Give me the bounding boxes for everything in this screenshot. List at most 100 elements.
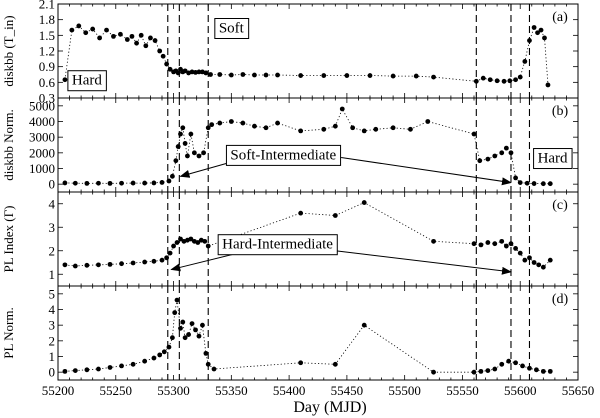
y-tick-label: 1.5 bbox=[39, 28, 55, 43]
panel-frame bbox=[57, 3, 579, 99]
data-point bbox=[367, 73, 373, 78]
data-point bbox=[143, 43, 149, 49]
data-point bbox=[538, 27, 544, 33]
data-point bbox=[189, 321, 195, 326]
data-point bbox=[186, 332, 191, 337]
data-point bbox=[321, 73, 327, 78]
state-label: Hard bbox=[72, 73, 102, 89]
state-label-box bbox=[217, 234, 338, 256]
state-label: Soft bbox=[219, 21, 245, 37]
panel-tag: (c) bbox=[552, 198, 568, 213]
state-label-box bbox=[225, 144, 342, 166]
data-point bbox=[142, 180, 148, 186]
data-point bbox=[471, 369, 477, 375]
data-point bbox=[180, 125, 186, 131]
data-point bbox=[97, 35, 102, 41]
data-point bbox=[62, 262, 68, 268]
data-point bbox=[501, 78, 507, 84]
data-point bbox=[130, 260, 136, 266]
data-point bbox=[205, 243, 211, 249]
data-point bbox=[228, 72, 234, 78]
data-point bbox=[503, 243, 509, 249]
annotation-arrow bbox=[335, 250, 512, 275]
data-point bbox=[390, 125, 396, 131]
data-point bbox=[174, 297, 180, 303]
data-point bbox=[522, 257, 528, 263]
data-point bbox=[69, 27, 75, 33]
x-tick-label: 55600 bbox=[504, 383, 537, 398]
data-point bbox=[263, 72, 269, 78]
y-tick-label: 0.3 bbox=[39, 91, 55, 106]
data-point bbox=[471, 131, 477, 137]
data-point bbox=[477, 158, 483, 164]
data-point bbox=[536, 262, 542, 268]
data-point bbox=[540, 368, 546, 374]
data-point bbox=[531, 25, 537, 30]
data-point bbox=[84, 180, 90, 186]
data-point bbox=[134, 40, 139, 46]
data-point bbox=[540, 264, 546, 270]
data-point bbox=[298, 128, 304, 134]
data-point bbox=[72, 180, 78, 186]
data-point bbox=[298, 360, 304, 366]
data-point bbox=[513, 246, 518, 251]
data-point bbox=[159, 257, 165, 263]
data-point bbox=[175, 70, 181, 76]
data-point bbox=[167, 66, 173, 72]
y-tick-label: 1000 bbox=[29, 161, 55, 176]
y-tick-label: 2 bbox=[49, 333, 56, 348]
data-point bbox=[152, 38, 158, 43]
data-point bbox=[167, 250, 173, 256]
data-point bbox=[188, 236, 194, 242]
data-point bbox=[119, 180, 124, 186]
y-tick-label: 1 bbox=[49, 349, 56, 364]
panel-3: 1 2 3 4 PL Index (Γ) (c) Hard-Intermediate bbox=[1, 191, 579, 287]
data-point bbox=[76, 23, 82, 29]
data-point bbox=[142, 259, 148, 265]
data-point bbox=[485, 368, 491, 373]
data-point bbox=[547, 181, 553, 187]
data-point bbox=[62, 180, 68, 186]
data-point bbox=[178, 131, 183, 137]
y-axis-title: diskbb Norm. bbox=[1, 109, 16, 181]
data-point bbox=[298, 210, 304, 216]
data-point bbox=[208, 72, 213, 77]
data-point bbox=[205, 125, 211, 131]
data-point bbox=[104, 27, 109, 33]
y-tick-label: 0.9 bbox=[39, 59, 55, 74]
data-point bbox=[361, 200, 367, 205]
x-tick-label: 55350 bbox=[215, 383, 248, 398]
state-label-box bbox=[214, 18, 250, 39]
data-point bbox=[171, 243, 176, 249]
data-point bbox=[166, 178, 172, 184]
panel-tag: (d) bbox=[552, 292, 569, 307]
data-point bbox=[157, 48, 163, 54]
data-point bbox=[166, 344, 172, 350]
data-point bbox=[425, 119, 431, 124]
y-tick-label: 4000 bbox=[29, 114, 55, 129]
data-point bbox=[172, 310, 178, 316]
data-point bbox=[534, 367, 539, 373]
data-point bbox=[373, 126, 379, 132]
data-point bbox=[151, 180, 157, 186]
data-point bbox=[332, 123, 338, 129]
x-tick-label: 55450 bbox=[331, 383, 364, 398]
data-point bbox=[240, 120, 246, 126]
data-point bbox=[130, 180, 136, 186]
data-point bbox=[473, 78, 479, 84]
y-tick-label: 5 bbox=[49, 286, 56, 301]
data-point bbox=[107, 180, 113, 186]
plots: 0.30.60.91.21.51.82.1 diskbb (T_in) (a) Har… bbox=[1, 0, 594, 398]
y-tick-label: 2 bbox=[49, 243, 56, 258]
data-point bbox=[217, 120, 223, 126]
data-point bbox=[90, 26, 96, 32]
data-point bbox=[485, 240, 491, 245]
data-point bbox=[188, 131, 194, 137]
data-point bbox=[527, 365, 532, 371]
data-point bbox=[527, 255, 532, 261]
data-point bbox=[191, 150, 197, 156]
data-point bbox=[228, 119, 234, 124]
data-point bbox=[124, 37, 130, 42]
data-point bbox=[83, 30, 89, 36]
